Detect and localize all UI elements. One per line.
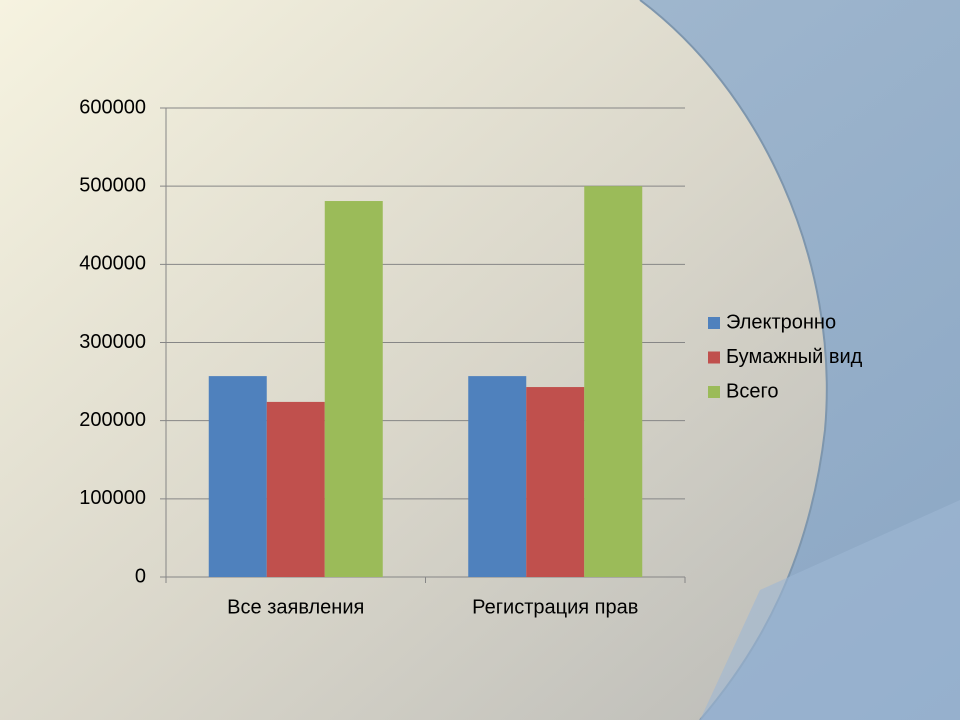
- y-tick-label: 300000: [79, 331, 146, 353]
- bar: [324, 201, 383, 578]
- legend-swatch: [708, 317, 720, 329]
- y-tick-label: 100000: [79, 487, 146, 509]
- legend-label: Бумажный вид: [726, 346, 863, 368]
- y-tick-label: 200000: [79, 409, 146, 431]
- bar: [468, 376, 527, 577]
- y-tick-label: 0: [135, 565, 146, 587]
- bar: [584, 186, 643, 577]
- x-tick-label: Все заявления: [227, 596, 364, 618]
- y-tick-label: 600000: [79, 96, 146, 118]
- bar: [266, 401, 325, 577]
- y-tick-label: 400000: [79, 253, 146, 275]
- bar: [208, 376, 267, 577]
- background-band: [700, 500, 960, 720]
- legend-label: Электронно: [726, 311, 836, 333]
- y-tick-label: 500000: [79, 174, 146, 196]
- legend-swatch: [708, 386, 720, 398]
- legend-label: Всего: [726, 380, 778, 402]
- x-tick-label: Регистрация прав: [472, 596, 638, 618]
- bar: [526, 387, 585, 577]
- legend-swatch: [708, 351, 720, 364]
